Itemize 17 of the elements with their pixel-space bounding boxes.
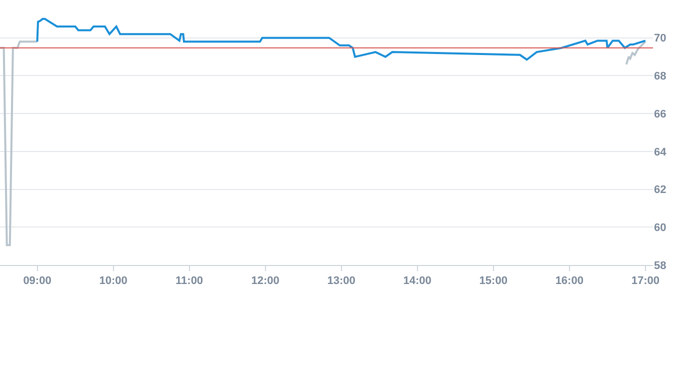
y-tick-label: 58 bbox=[654, 260, 666, 272]
x-tick-label: 16:00 bbox=[555, 275, 584, 288]
x-tick-label: 09:00 bbox=[23, 275, 52, 288]
x-tick-label: 12:00 bbox=[251, 275, 280, 288]
y-tick-label: 70 bbox=[654, 32, 666, 45]
y-tick-label: 62 bbox=[654, 184, 666, 196]
x-tick-label: 11:00 bbox=[176, 275, 204, 288]
x-tick-label: 10:00 bbox=[99, 275, 128, 288]
y-tick-label: 60 bbox=[654, 222, 666, 234]
y-tick-label: 66 bbox=[654, 108, 666, 120]
line-series bbox=[36, 18, 646, 61]
x-tick-label: 13:00 bbox=[327, 275, 356, 288]
y-tick-label: 64 bbox=[654, 146, 668, 158]
x-tick-label: 15:00 bbox=[479, 275, 508, 288]
x-tick-label: 17:00 bbox=[631, 275, 660, 288]
y-tick-label: 68 bbox=[654, 70, 666, 83]
x-tick-label: 14:00 bbox=[403, 275, 432, 288]
